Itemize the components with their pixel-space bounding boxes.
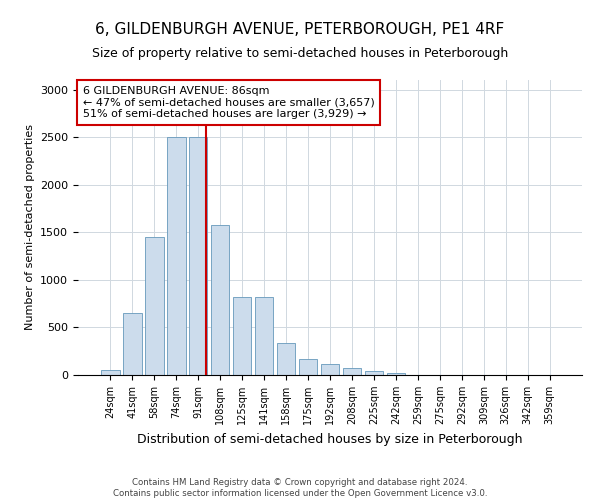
X-axis label: Distribution of semi-detached houses by size in Peterborough: Distribution of semi-detached houses by …: [137, 432, 523, 446]
Bar: [320, 364, 340, 375]
Bar: [255, 297, 274, 375]
Bar: [167, 137, 185, 375]
Bar: [386, 373, 405, 375]
Text: Contains HM Land Registry data © Crown copyright and database right 2024.
Contai: Contains HM Land Registry data © Crown c…: [113, 478, 487, 498]
Bar: [299, 359, 317, 375]
Bar: [211, 224, 229, 375]
Bar: [233, 297, 251, 375]
Bar: [277, 342, 295, 375]
Y-axis label: Number of semi-detached properties: Number of semi-detached properties: [25, 124, 35, 330]
Bar: [101, 370, 119, 375]
Text: 6, GILDENBURGH AVENUE, PETERBOROUGH, PE1 4RF: 6, GILDENBURGH AVENUE, PETERBOROUGH, PE1…: [95, 22, 505, 38]
Bar: [123, 313, 142, 375]
Bar: [145, 237, 164, 375]
Bar: [189, 137, 208, 375]
Bar: [343, 368, 361, 375]
Bar: [365, 371, 383, 375]
Text: 6 GILDENBURGH AVENUE: 86sqm
← 47% of semi-detached houses are smaller (3,657)
51: 6 GILDENBURGH AVENUE: 86sqm ← 47% of sem…: [83, 86, 375, 119]
Text: Size of property relative to semi-detached houses in Peterborough: Size of property relative to semi-detach…: [92, 48, 508, 60]
